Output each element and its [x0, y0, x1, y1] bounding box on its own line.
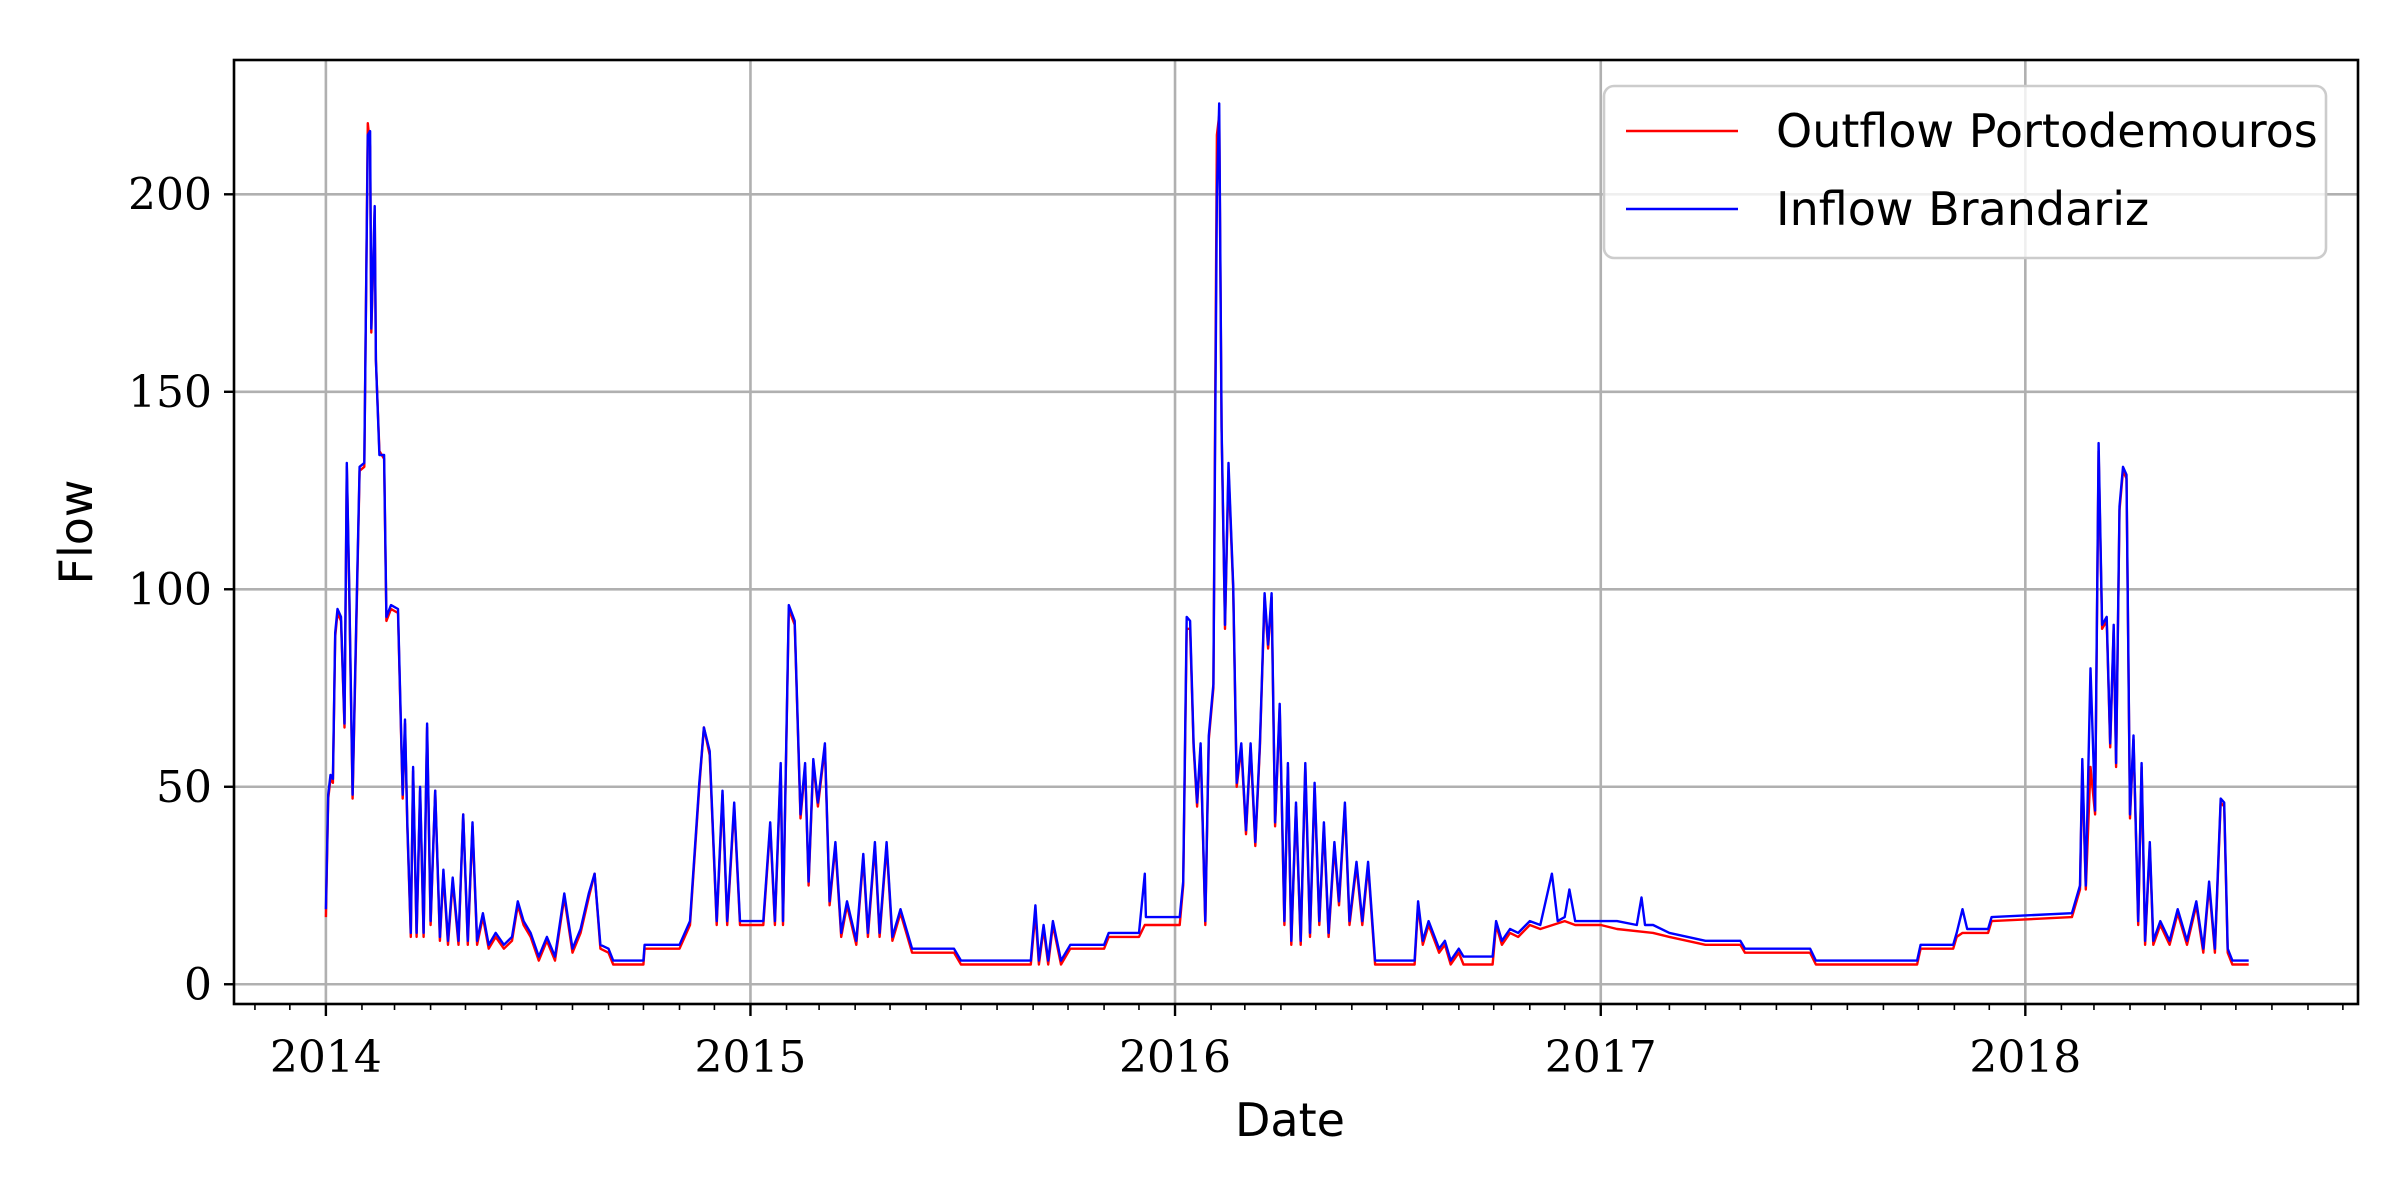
y-tick-label: 100 [128, 564, 212, 615]
y-tick-label: 0 [184, 959, 212, 1010]
plot-frame [232, 58, 2360, 1006]
legend-label-outflow: Outflow Portodemouros [1776, 104, 2318, 158]
x-tick-label: 2016 [1119, 1032, 1231, 1083]
x-tick-label: 2015 [694, 1032, 806, 1083]
grid-lines [234, 60, 2358, 1004]
x-axis-label: Date [1235, 1093, 1345, 1147]
series-inflow-line [324, 102, 2249, 962]
y-tick-label: 200 [128, 169, 212, 220]
series-layer [324, 102, 2249, 966]
y-tick-label: 150 [128, 367, 212, 418]
legend: Outflow Portodemouros Inflow Brandariz [1602, 84, 2328, 260]
y-axis: 0 50 100 150 200 [128, 169, 234, 1010]
legend-label-inflow: Inflow Brandariz [1776, 182, 2149, 236]
x-axis: 2014 2015 2016 2017 2018 [254, 1004, 2344, 1083]
y-tick-label: 50 [156, 762, 212, 813]
x-tick-label: 2017 [1545, 1032, 1657, 1083]
y-axis-label: Flow [49, 479, 103, 584]
x-tick-label: 2018 [1969, 1032, 2081, 1083]
x-tick-label: 2014 [270, 1032, 382, 1083]
legend-box [1602, 84, 2328, 260]
